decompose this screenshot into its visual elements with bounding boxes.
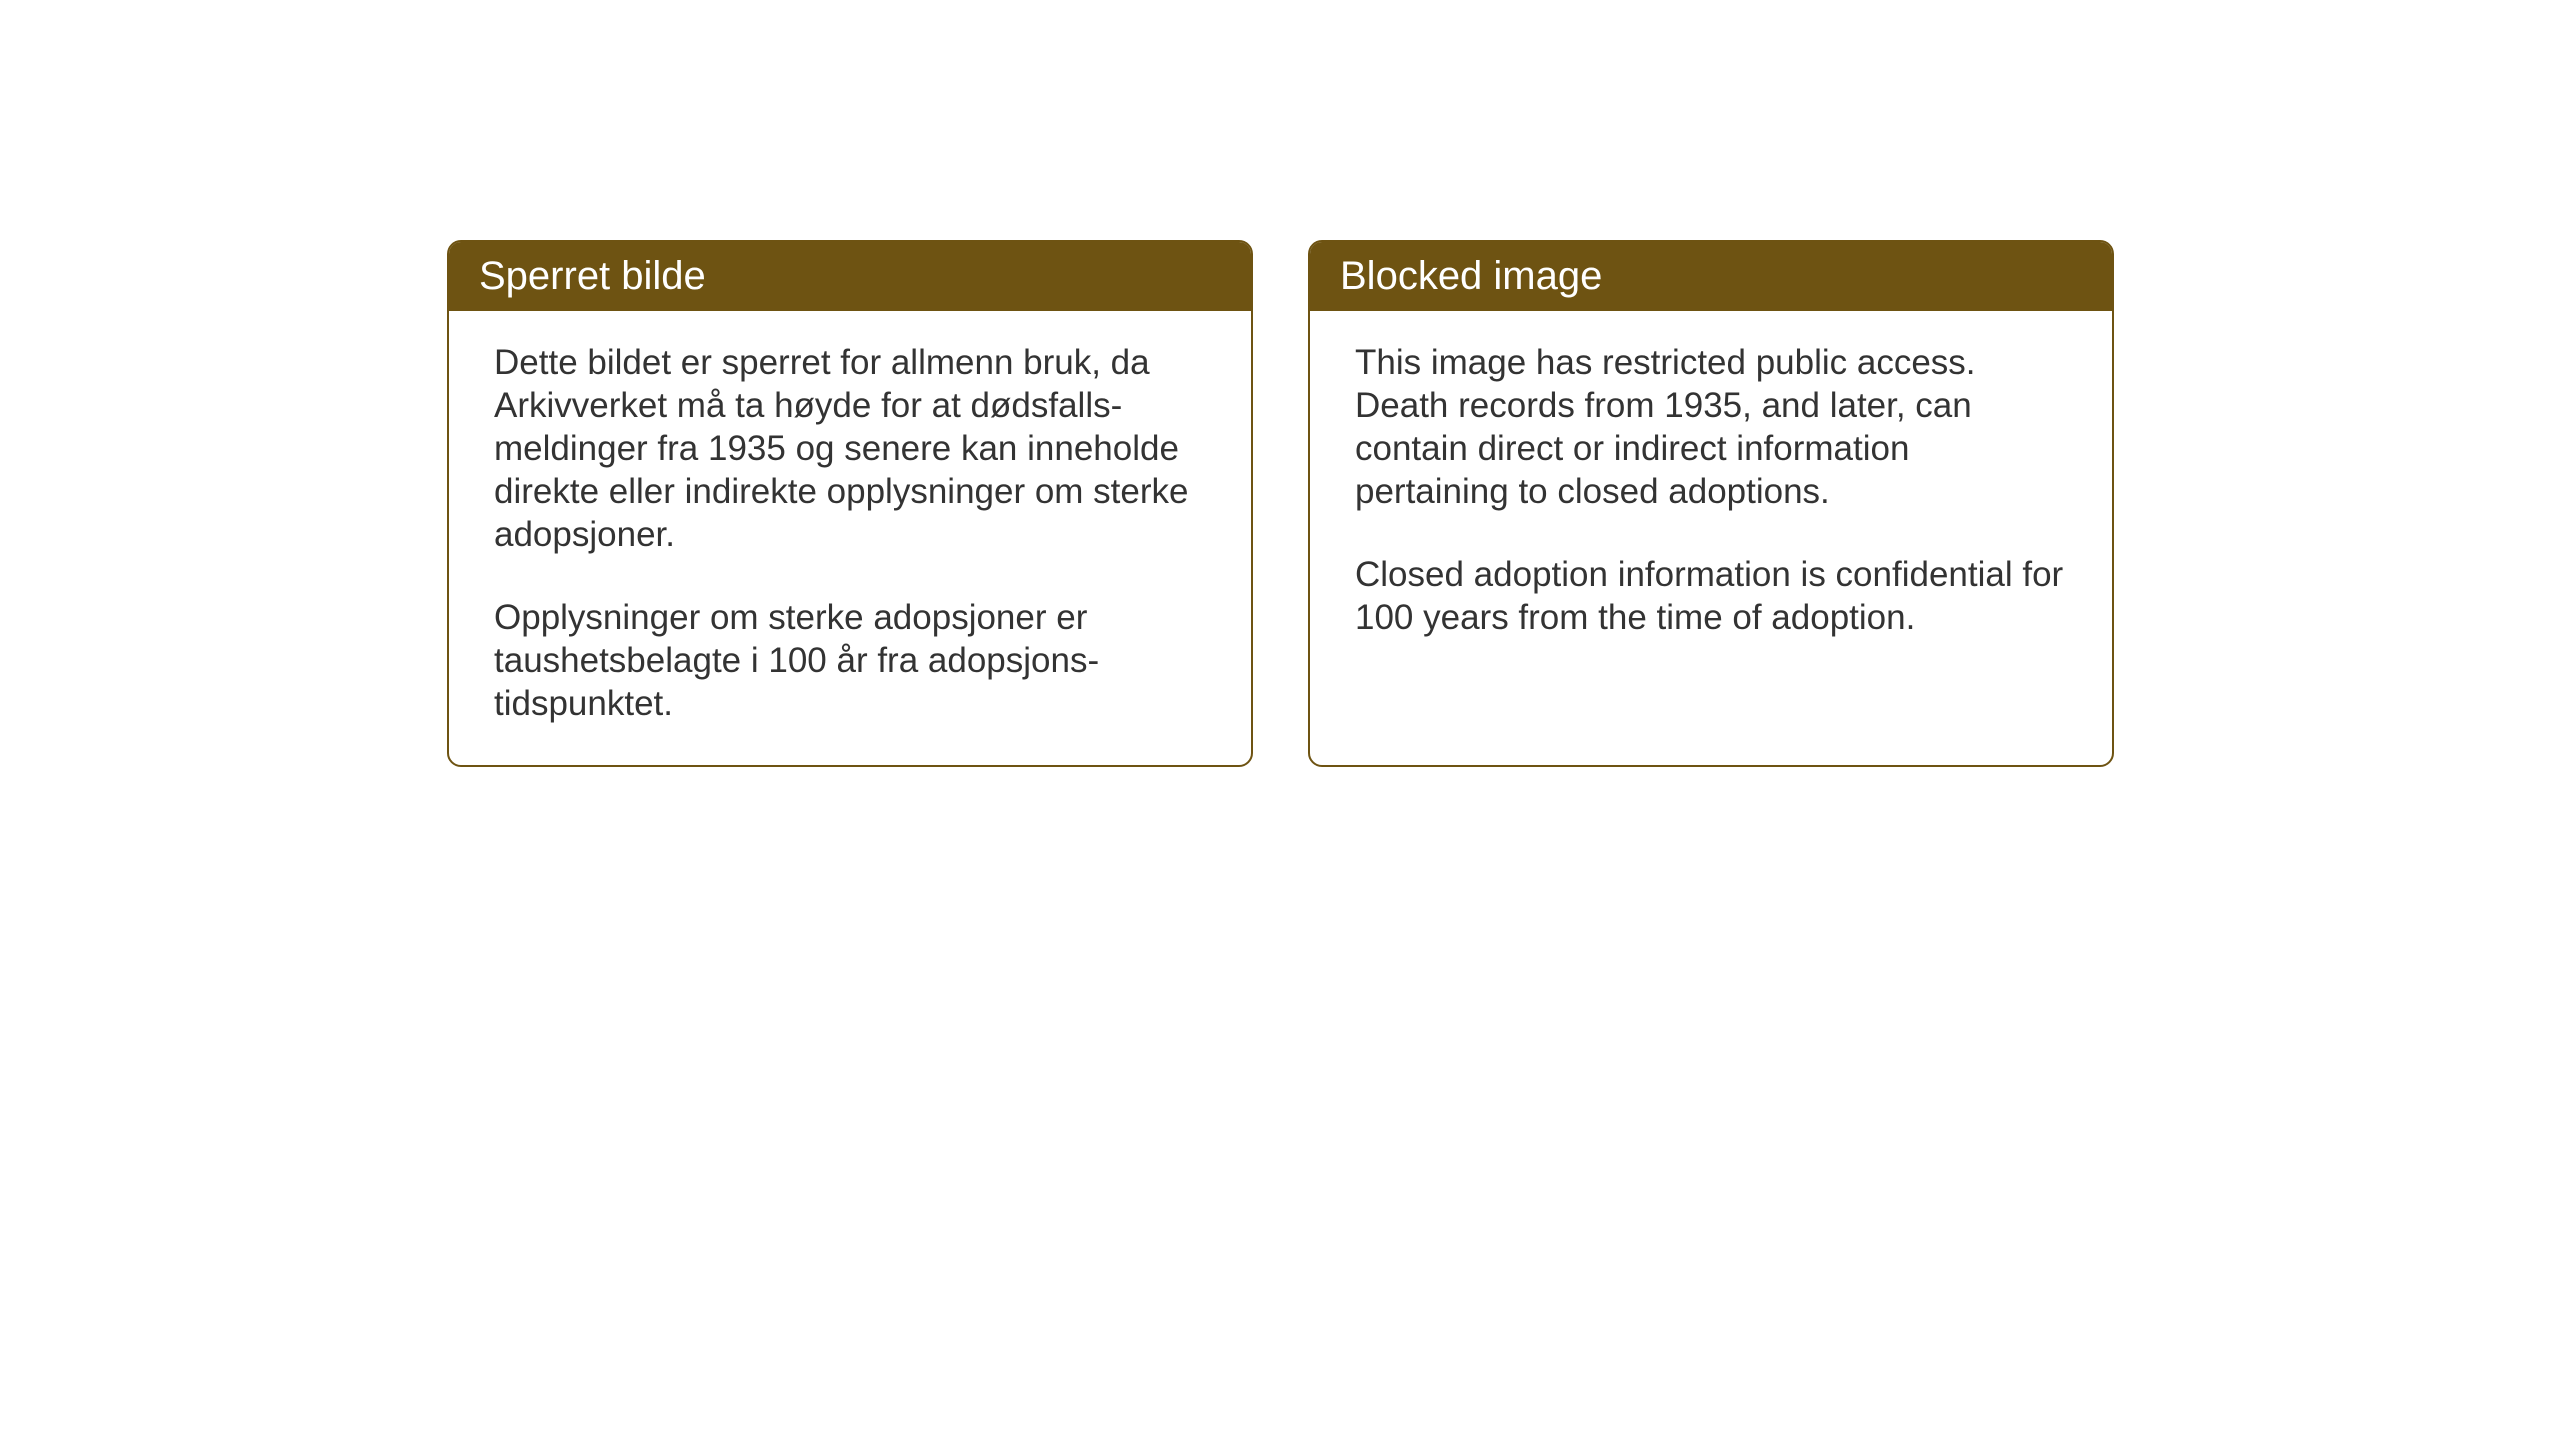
card-paragraph1-english: This image has restricted public access.…: [1355, 341, 2067, 513]
card-english: Blocked image This image has restricted …: [1308, 240, 2114, 767]
card-body-norwegian: Dette bildet er sperret for allmenn bruk…: [449, 311, 1251, 765]
card-header-english: Blocked image: [1310, 242, 2112, 311]
card-body-english: This image has restricted public access.…: [1310, 311, 2112, 751]
card-title-english: Blocked image: [1340, 254, 1602, 298]
card-paragraph2-english: Closed adoption information is confident…: [1355, 553, 2067, 639]
card-header-norwegian: Sperret bilde: [449, 242, 1251, 311]
cards-container: Sperret bilde Dette bildet er sperret fo…: [447, 240, 2114, 767]
card-title-norwegian: Sperret bilde: [479, 254, 706, 298]
card-norwegian: Sperret bilde Dette bildet er sperret fo…: [447, 240, 1253, 767]
card-paragraph2-norwegian: Opplysninger om sterke adopsjoner er tau…: [494, 596, 1206, 725]
card-paragraph1-norwegian: Dette bildet er sperret for allmenn bruk…: [494, 341, 1206, 556]
